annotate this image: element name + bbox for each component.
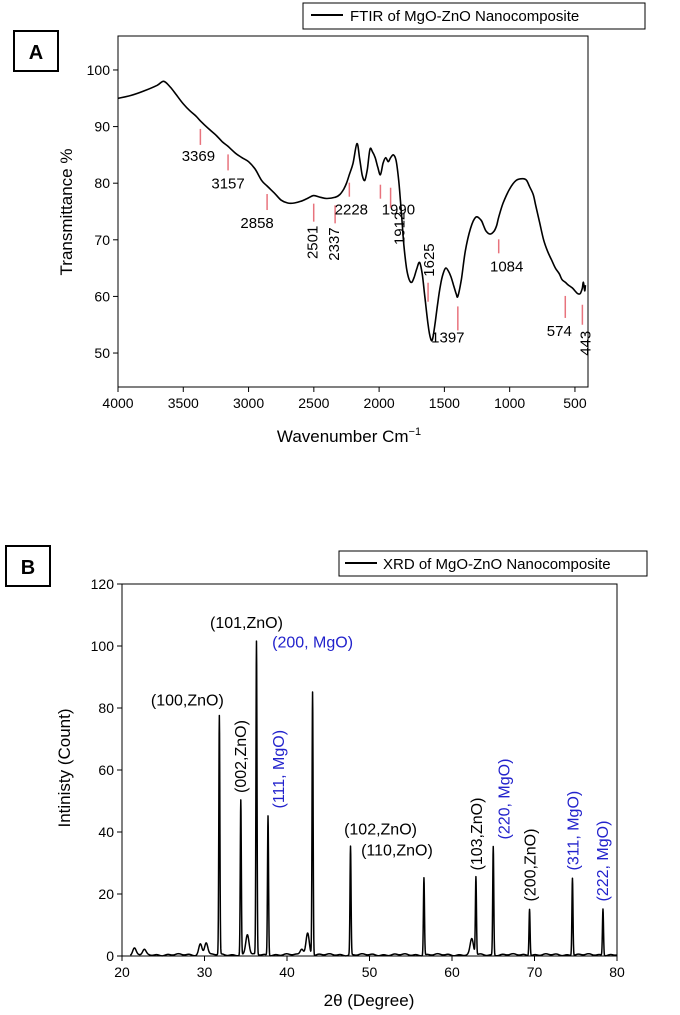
ftir-y-tick-label: 80 [94, 175, 110, 191]
xrd-y-tick-label: 20 [98, 886, 114, 902]
xrd-x-axis-title: 2θ (Degree) [324, 991, 415, 1010]
xrd-y-tick-label: 120 [91, 576, 115, 592]
ftir-x-axis-title: Wavenumber Cm−1 [277, 426, 421, 446]
xrd-x-tick-label: 40 [279, 964, 295, 980]
ftir-x-tick-label: 1000 [494, 395, 525, 411]
xrd-x-tick-label: 20 [114, 964, 130, 980]
xrd-peak-label: (103,ZnO) [469, 798, 486, 871]
ftir-x-axis-title-text: Wavenumber Cm [277, 427, 409, 446]
xrd-peak-label: (110,ZnO) [361, 843, 433, 860]
xrd-peak-label: (200,ZnO) [523, 829, 540, 902]
xrd-y-tick-label: 80 [98, 700, 114, 716]
xrd-plot-frame [121, 583, 618, 957]
ftir-plot-frame [117, 35, 589, 388]
xrd-legend: XRD of MgO-ZnO Nanocomposite [338, 550, 648, 577]
xrd-y-tick-label: 100 [91, 638, 115, 654]
xrd-peak-label: (311, MgO) [565, 791, 582, 871]
xrd-peak-label: (200, MgO) [272, 635, 353, 652]
xrd-peak-label: (002,ZnO) [233, 720, 250, 793]
xrd-peak-label: (100,ZnO) [151, 692, 224, 709]
ftir-y-tick-label: 50 [94, 345, 110, 361]
xrd-y-tick-label: 60 [98, 762, 114, 778]
ftir-legend-box [302, 2, 646, 30]
ftir-annotation-label: 2501 [305, 226, 322, 259]
ftir-y-axis-title: Transmittance % [57, 149, 76, 276]
xrd-x-tick-label: 80 [609, 964, 625, 980]
ftir-y-tick-label: 100 [87, 62, 111, 78]
xrd-peak-label: (220, MgO) [496, 759, 513, 840]
xrd-x-tick-label: 60 [444, 964, 460, 980]
panel-b-label: B [21, 557, 35, 579]
xrd-legend-box [338, 550, 648, 577]
ftir-annotation-label: 3157 [211, 175, 244, 192]
xrd-peak-label: (102,ZnO) [344, 822, 417, 839]
ftir-annotation-label: 443 [577, 331, 594, 356]
ftir-series [117, 80, 587, 342]
panel-a-label: A [29, 42, 43, 64]
ftir-series-line [117, 80, 587, 342]
xrd-y-axis-title: Intinisty (Count) [55, 708, 74, 827]
ftir-x-tick-label: 3500 [168, 395, 199, 411]
ftir-y-tick-label: 90 [94, 119, 110, 135]
ftir-annotation-label: 1625 [421, 243, 438, 276]
ftir-x-tick-label: 500 [563, 395, 587, 411]
ftir-annotation-label: 1912 [392, 212, 409, 245]
xrd-peak-labels: (100,ZnO) (002,ZnO) (101,ZnO) (111, MgO) (20… [151, 615, 612, 902]
xrd-y-tick-label: 40 [98, 824, 114, 840]
ftir-panel: A FTIR of MgO-ZnO Nanocomposite 4000 3500… [13, 2, 646, 446]
ftir-x-axis-title-sup: −1 [409, 426, 422, 438]
xrd-peak-label: (111, MgO) [271, 730, 288, 809]
xrd-y-tick-label: 0 [106, 948, 114, 964]
ftir-annotation-label: 1397 [431, 329, 464, 346]
ftir-annotation-label: 2337 [326, 227, 343, 260]
xrd-x-tick-label: 30 [197, 964, 213, 980]
xrd-x-tick-label: 50 [362, 964, 378, 980]
ftir-annotation-label: 574 [547, 323, 572, 340]
ftir-y-tick-label: 60 [94, 288, 110, 304]
panel-b-label-box [5, 545, 51, 587]
ftir-annotation-label: 2228 [335, 202, 368, 219]
xrd-legend-text: XRD of MgO-ZnO Nanocomposite [383, 556, 611, 573]
ftir-x-tick-label: 4000 [102, 395, 133, 411]
ftir-x-tick-label: 3000 [233, 395, 264, 411]
ftir-x-tick-label: 2000 [364, 395, 395, 411]
ftir-legend: FTIR of MgO-ZnO Nanocomposite [302, 2, 646, 30]
ftir-axes: 4000 3500 3000 2500 2000 1500 1000 500 50 60 70 80 9… [87, 62, 587, 411]
ftir-annotation-label: 3369 [182, 148, 215, 165]
xrd-peak-label: (101,ZnO) [210, 615, 283, 632]
ftir-y-tick-label: 70 [94, 232, 110, 248]
xrd-panel: B XRD of MgO-ZnO Nanocomposite 20 30 40 50 6… [5, 545, 648, 1010]
xrd-x-tick-label: 70 [527, 964, 543, 980]
xrd-peak-label: (222, MgO) [595, 821, 612, 902]
xrd-series [129, 640, 618, 957]
ftir-x-tick-label: 2500 [298, 395, 329, 411]
xrd-series-line [129, 640, 618, 957]
ftir-annotation-label: 2858 [240, 215, 273, 232]
panel-a-label-box [13, 30, 59, 72]
ftir-x-tick-label: 1500 [429, 395, 460, 411]
ftir-annotation-label: 1084 [490, 258, 523, 275]
ftir-legend-text: FTIR of MgO-ZnO Nanocomposite [350, 8, 579, 25]
